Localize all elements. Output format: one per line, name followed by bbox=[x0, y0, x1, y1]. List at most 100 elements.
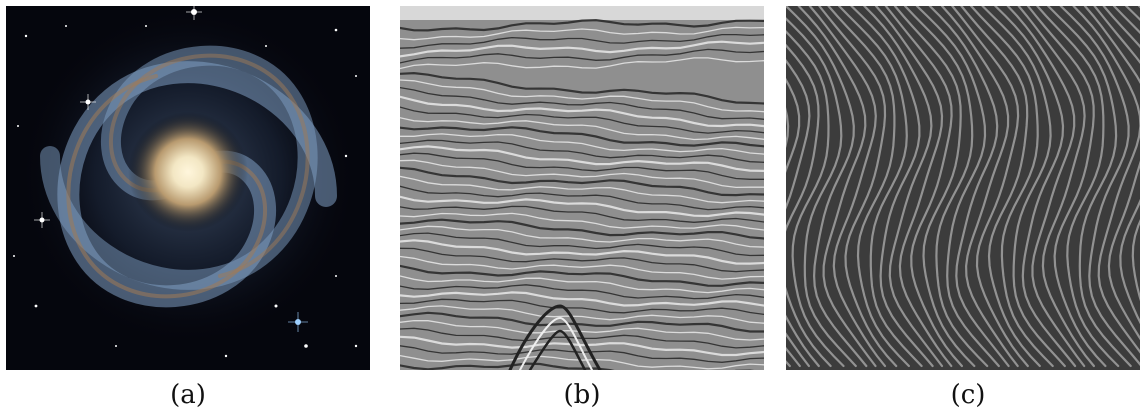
anticline-reflector bbox=[528, 329, 587, 370]
texture-stripe bbox=[1072, 6, 1140, 354]
texture-stripe bbox=[1026, 6, 1107, 368]
seismic-reflector bbox=[400, 218, 764, 240]
texture-stripe bbox=[786, 43, 832, 368]
texture-stripe bbox=[786, 17, 857, 368]
seismic-reflector bbox=[400, 86, 764, 120]
star-spikes bbox=[34, 6, 308, 332]
wavy-texture-graphic bbox=[786, 6, 1140, 370]
texture-stripe bbox=[893, 6, 976, 368]
seismic-section-graphic bbox=[400, 6, 764, 370]
seismic-reflector bbox=[400, 362, 755, 370]
texture-stripe bbox=[915, 6, 1000, 368]
seismic-top-band bbox=[400, 6, 764, 20]
star bbox=[355, 75, 357, 77]
dust-lane bbox=[108, 53, 310, 278]
seismic-reflectors bbox=[400, 18, 764, 370]
seismic-reflector bbox=[400, 106, 764, 134]
texture-stripe bbox=[884, 6, 963, 368]
seismic-reflector bbox=[400, 95, 764, 128]
galaxy-core bbox=[128, 112, 248, 232]
texture-stripe bbox=[786, 59, 820, 368]
seismic-reflector bbox=[400, 247, 764, 273]
seismic-reflector bbox=[400, 195, 764, 218]
dust-lane bbox=[66, 74, 268, 299]
texture-stripe bbox=[863, 6, 944, 368]
seismic-reflector bbox=[400, 319, 764, 341]
texture-stripe bbox=[903, 6, 989, 368]
seismic-reflector bbox=[400, 225, 764, 248]
seismic-anticline bbox=[508, 304, 602, 370]
seismic-reflector bbox=[400, 205, 764, 223]
texture-stripe bbox=[827, 6, 910, 368]
seismic-reflector bbox=[400, 232, 764, 257]
seismic-reflector bbox=[400, 117, 764, 141]
texture-stripe bbox=[951, 6, 1029, 368]
seismic-reflector bbox=[400, 57, 764, 70]
texture-stripe bbox=[808, 6, 887, 368]
texture-stripe bbox=[928, 6, 1010, 368]
star bbox=[65, 25, 67, 27]
seismic-section-image bbox=[400, 6, 764, 370]
seismic-reflector bbox=[400, 79, 764, 113]
seismic-reflector bbox=[400, 152, 764, 180]
seismic-reflector bbox=[400, 275, 764, 294]
star bbox=[304, 344, 308, 348]
seismic-reflector bbox=[400, 264, 764, 287]
texture-stripe bbox=[1006, 6, 1086, 368]
seismic-reflector bbox=[400, 26, 764, 41]
star bbox=[115, 345, 117, 347]
seismic-reflector bbox=[400, 305, 764, 324]
texture-stripes bbox=[786, 6, 1140, 368]
texture-stripe bbox=[818, 6, 898, 368]
seismic-reflector bbox=[400, 185, 764, 211]
star bbox=[335, 275, 337, 277]
seismic-reflector bbox=[400, 159, 764, 189]
seismic-reflector bbox=[400, 298, 764, 316]
star bbox=[354, 344, 358, 348]
seismic-reflector bbox=[400, 71, 764, 105]
caption-b: (b) bbox=[563, 380, 601, 410]
texture-stripe bbox=[1093, 6, 1140, 325]
texture-stripe bbox=[850, 6, 934, 368]
seismic-reflector bbox=[400, 33, 764, 49]
star bbox=[265, 45, 267, 47]
texture-stripe bbox=[786, 6, 868, 368]
seismic-reflector bbox=[400, 145, 764, 172]
seismic-reflector bbox=[400, 284, 764, 300]
seismic-reflector bbox=[400, 311, 764, 333]
spiral-galaxy-graphic bbox=[6, 6, 370, 370]
anticline-reflector bbox=[519, 316, 593, 370]
texture-stripe bbox=[960, 6, 1041, 368]
seismic-reflector bbox=[400, 291, 764, 307]
anticline-reflector bbox=[508, 304, 602, 370]
seismic-reflector bbox=[400, 133, 764, 155]
seismic-reflector bbox=[400, 126, 764, 148]
star bbox=[224, 354, 228, 358]
texture-stripe bbox=[970, 6, 1054, 368]
seismic-reflector bbox=[400, 18, 764, 32]
caption-c: (c) bbox=[950, 380, 986, 410]
star bbox=[13, 255, 15, 257]
seismic-reflector bbox=[400, 139, 764, 163]
seismic-reflector bbox=[400, 40, 764, 58]
seismic-reflector bbox=[400, 354, 764, 370]
spiral-galaxy-image bbox=[6, 6, 370, 370]
texture-stripe bbox=[1047, 6, 1132, 368]
texture-stripe bbox=[940, 6, 1019, 368]
texture-stripe bbox=[874, 6, 953, 368]
texture-stripe bbox=[1083, 6, 1140, 341]
star bbox=[24, 34, 28, 38]
texture-stripe bbox=[786, 30, 845, 368]
seismic-reflector bbox=[400, 175, 764, 204]
seismic-reflector bbox=[400, 212, 764, 231]
caption-a: (a) bbox=[170, 380, 206, 410]
texture-stripe bbox=[797, 6, 877, 368]
star bbox=[344, 154, 348, 158]
star bbox=[274, 304, 278, 308]
texture-stripe bbox=[981, 6, 1066, 368]
star bbox=[17, 125, 19, 127]
seismic-reflector bbox=[400, 239, 764, 265]
texture-stripe bbox=[994, 6, 1077, 368]
wavy-texture-image bbox=[786, 6, 1140, 370]
texture-stripe bbox=[1036, 6, 1120, 368]
